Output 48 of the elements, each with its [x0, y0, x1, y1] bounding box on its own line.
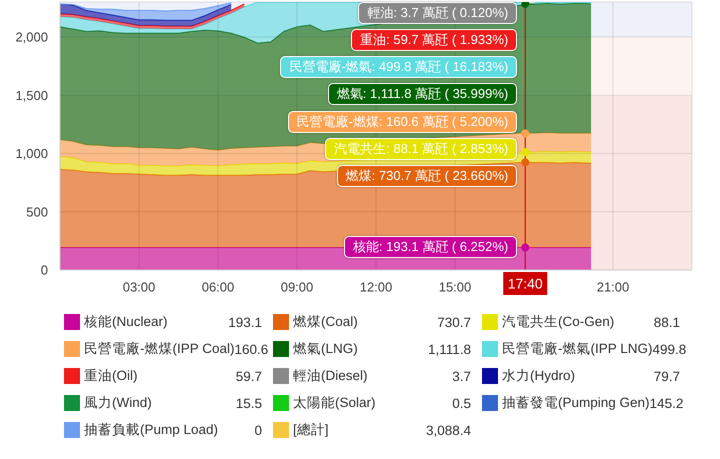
text: [總計]: [293, 421, 329, 439]
y-tick-label: 1,500: [15, 88, 48, 103]
legend-label: 抽蓄發電(Pumping Gen): [502, 394, 650, 412]
legend-label: 抽蓄負載(Pump Load): [84, 421, 218, 439]
legend-label: 輕油(Diesel): [293, 367, 368, 385]
x-tick-label: 15:00: [438, 280, 472, 294]
text: 79.7: [654, 368, 680, 384]
text: 730.7: [437, 314, 471, 330]
text: 59.7: [236, 368, 262, 384]
x-tick-label: 21:00: [596, 280, 630, 294]
y-tick-label: 0: [40, 262, 48, 278]
x-tick-label: 12:00: [360, 280, 392, 294]
text: 3.7: [452, 368, 471, 384]
legend-label: 民營電廠-燃煤(IPP Coal): [84, 340, 235, 358]
y-tick-label: 500: [26, 204, 48, 220]
text: 193.1: [228, 314, 262, 330]
text: 88.1: [654, 314, 680, 330]
x-tick-label: 03:00: [122, 280, 156, 294]
legend-label: 太陽能(Solar): [293, 394, 376, 412]
annotation: 輕油: 3.7 萬瓩 ( 0.120%): [358, 2, 518, 24]
annotation: 民營電廠-燃氣: 499.8 萬瓩 ( 16.183%): [280, 56, 518, 78]
annotation: 燃煤: 730.7 萬瓩 ( 23.660%): [336, 165, 518, 188]
legend-label: 核能(Nuclear): [84, 313, 168, 331]
x-tick-label: 17:40: [508, 276, 543, 292]
y-tick-label: 2,000: [15, 30, 48, 45]
annotation: 汽電共生: 88.1 萬瓩 ( 2.853%): [325, 138, 518, 160]
text: 0: [254, 422, 262, 438]
x-tick-label: 09:00: [280, 280, 314, 294]
annotation: 核能: 193.1 萬瓩 ( 6.252%): [344, 236, 518, 258]
text: 160.6: [234, 342, 268, 356]
legend-label: 水力(Hydro): [502, 367, 576, 385]
legend-label: 重油(Oil): [84, 367, 138, 385]
legend-label: 燃煤(Coal): [293, 313, 358, 331]
annotation: 民營電廠-燃煤: 160.6 萬瓩 ( 5.200%): [288, 111, 518, 134]
annotation: 燃氣: 1,111.8 萬瓩 ( 35.999%): [328, 83, 518, 105]
text: 1,111.8: [428, 342, 471, 356]
legend-label: 燃氣(LNG): [293, 340, 358, 358]
text: 0.5: [452, 396, 471, 410]
x-tick-label: 06:00: [202, 280, 234, 294]
legend-label: 民營電廠-燃氣(IPP LNG): [502, 340, 653, 358]
text: 499.8: [652, 342, 686, 356]
text: 3,088.4: [426, 422, 471, 438]
text: 145.2: [650, 396, 684, 410]
y-tick-label: 1,000: [15, 146, 48, 162]
text: 15.5: [236, 396, 262, 410]
annotation: 重油: 59.7 萬瓩 ( 1.933%): [351, 29, 518, 51]
legend-label: 汽電共生(Co-Gen): [502, 313, 614, 331]
legend-label: 風力(Wind): [84, 394, 152, 412]
